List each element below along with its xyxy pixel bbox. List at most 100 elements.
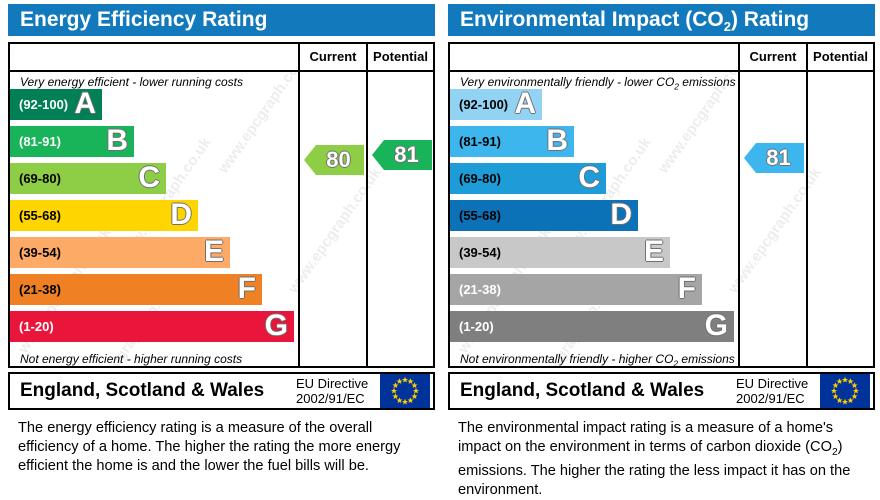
potential-rating-value: 81 — [394, 142, 419, 167]
region-label: England, Scotland & Wales — [460, 380, 705, 401]
column-header-row: Current Potential — [10, 44, 433, 72]
band-bar-e: (39-54) E — [450, 237, 670, 268]
band-row-b: (81-91) B — [10, 126, 433, 163]
band-bar-b: (81-91) B — [10, 126, 134, 157]
band-bar-e: (39-54) E — [10, 237, 230, 268]
potential-column-divider — [366, 72, 368, 366]
eu-directive-label: EU Directive 2002/91/EC — [736, 376, 820, 406]
band-range: (1-20) — [19, 319, 54, 334]
band-letter: D — [610, 198, 632, 231]
band-letter: D — [170, 198, 192, 231]
band-letter: C — [138, 161, 160, 194]
co2-band-area: www.epcgraph.co.uk www.epcgraph.co.uk ww… — [450, 72, 873, 366]
current-column-header: Current — [738, 44, 806, 70]
band-letter: A — [514, 87, 536, 120]
band-letter: F — [237, 272, 256, 305]
band-range: (21-38) — [459, 282, 501, 297]
band-bar-c: (69-80) C — [450, 163, 606, 194]
band-row-d: (55-68) D — [450, 200, 873, 237]
eu-flag-icon — [820, 374, 870, 408]
energy-band-area: www.epcgraph.co.uk www.epcgraph.co.uk ww… — [10, 72, 433, 366]
panel-title-energy: Energy Efficiency Rating — [8, 4, 435, 36]
band-range: (92-100) — [459, 97, 509, 112]
eu-directive-line1: EU Directive — [736, 376, 809, 391]
band-range: (1-20) — [459, 319, 494, 334]
band-range: (69-80) — [19, 171, 61, 186]
band-row-e: (39-54) E — [450, 237, 873, 274]
energy-description: The energy efficiency rating is a measur… — [18, 420, 401, 474]
band-row-a: (92-100) A — [450, 89, 873, 126]
band-letter: F — [677, 272, 696, 305]
band-row-c: (69-80) C — [450, 163, 873, 200]
band-row-f: (21-38) F — [450, 274, 873, 311]
region-footer: England, Scotland & Wales EU Directive 2… — [8, 372, 435, 410]
band-range: (39-54) — [459, 245, 501, 260]
band-letter: G — [704, 309, 728, 342]
band-row-a: (92-100) A — [10, 89, 433, 126]
eu-directive-label: EU Directive 2002/91/EC — [296, 376, 380, 406]
band-bar-a: (92-100) A — [10, 89, 102, 120]
eu-flag-icon — [380, 374, 430, 408]
bottom-note: Not environmentally friendly - higher CO… — [460, 352, 735, 366]
band-range: (69-80) — [459, 171, 501, 186]
band-bar-g: (1-20) G — [10, 311, 294, 342]
region-label: England, Scotland & Wales — [20, 380, 265, 401]
band-row-c: (69-80) C — [10, 163, 433, 200]
current-rating-value: 81 — [766, 145, 791, 170]
band-bar-g: (1-20) G — [450, 311, 734, 342]
region-footer: England, Scotland & Wales EU Directive 2… — [448, 372, 875, 410]
band-letter: G — [264, 309, 288, 342]
current-rating-arrow: 81 — [744, 143, 804, 173]
current-rating-arrow: 80 — [304, 145, 364, 175]
band-bar-f: (21-38) F — [10, 274, 262, 305]
current-rating-value: 80 — [326, 147, 351, 172]
band-letter: A — [74, 87, 96, 120]
panel-title-environmental: Environmental Impact (CO2) Rating — [448, 4, 875, 36]
current-column-divider — [738, 72, 740, 366]
current-column-divider — [298, 72, 300, 366]
header-spacer — [10, 44, 298, 70]
co2-rating-table: Current Potential www.epcgraph.co.uk www… — [448, 42, 875, 368]
potential-column-header: Potential — [366, 44, 433, 70]
band-row-b: (81-91) B — [450, 126, 873, 163]
band-letter: C — [578, 161, 600, 194]
eu-directive-line2: 2002/91/EC — [736, 391, 805, 406]
potential-rating-arrow: 81 — [372, 140, 432, 170]
environmental-impact-panel: Environmental Impact (CO2) Rating Curren… — [448, 4, 875, 500]
band-row-d: (55-68) D — [10, 200, 433, 237]
band-letter: B — [546, 124, 568, 157]
band-range: (55-68) — [459, 208, 501, 223]
band-bar-c: (69-80) C — [10, 163, 166, 194]
band-range: (81-91) — [19, 134, 61, 149]
energy-efficiency-panel: Energy Efficiency Rating Current Potenti… — [8, 4, 435, 476]
header-spacer — [450, 44, 738, 70]
band-letter: E — [203, 235, 224, 268]
band-row-g: (1-20) G — [450, 311, 873, 348]
band-row-g: (1-20) G — [10, 311, 433, 348]
band-range: (21-38) — [19, 282, 61, 297]
band-range: (92-100) — [19, 97, 69, 112]
eu-directive-line2: 2002/91/EC — [296, 391, 365, 406]
bottom-note: Not energy efficient - higher running co… — [20, 352, 243, 366]
band-range: (81-91) — [459, 134, 501, 149]
potential-column-header: Potential — [806, 44, 873, 70]
top-note: Very environmentally friendly - lower CO… — [460, 75, 736, 92]
band-range: (39-54) — [19, 245, 61, 260]
energy-rating-table: Current Potential www.epcgraph.co.uk www… — [8, 42, 435, 368]
band-row-e: (39-54) E — [10, 237, 433, 274]
band-bar-d: (55-68) D — [10, 200, 198, 231]
band-letter: E — [643, 235, 664, 268]
band-bar-f: (21-38) F — [450, 274, 702, 305]
band-range: (55-68) — [19, 208, 61, 223]
column-header-row: Current Potential — [450, 44, 873, 72]
eu-directive-line1: EU Directive — [296, 376, 369, 391]
co2-description: The environmental impact rating is a mea… — [458, 420, 851, 498]
band-letter: B — [106, 124, 128, 157]
current-column-header: Current — [298, 44, 366, 70]
band-bar-b: (81-91) B — [450, 126, 574, 157]
band-bar-d: (55-68) D — [450, 200, 638, 231]
top-note: Very energy efficient - lower running co… — [20, 75, 243, 89]
band-bar-a: (92-100) A — [450, 89, 542, 120]
potential-column-divider — [806, 72, 808, 366]
